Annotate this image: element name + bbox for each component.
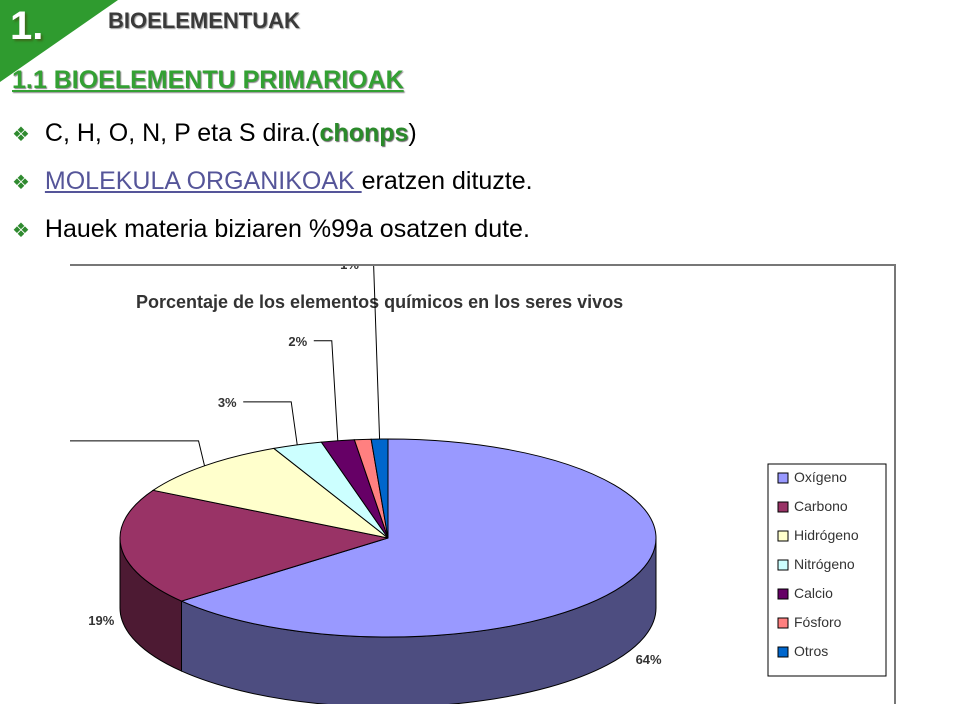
bullet-text: C, H, O, N, P eta S dira.( xyxy=(44,119,320,147)
legend-label: Oxígeno xyxy=(794,469,847,485)
label-leader-line xyxy=(243,401,298,445)
section-subtitle: 1.1 BIOELEMENTU PRIMARIOAK xyxy=(12,66,404,94)
legend-swatch xyxy=(777,559,789,571)
legend-label: Calcio xyxy=(794,585,833,601)
slide-corner-triangle xyxy=(0,0,118,82)
pie-chart: Porcentaje de los elementos químicos en … xyxy=(70,264,896,704)
data-label: 3% xyxy=(218,395,237,410)
data-label: 2% xyxy=(288,334,307,349)
bullet-text-end: ) xyxy=(408,119,417,147)
pie-slice-hidrógeno xyxy=(151,447,389,539)
legend-swatch xyxy=(777,472,789,484)
pie-labels: 64%19%10%3%2%1% xyxy=(70,266,662,667)
chart-title: Porcentaje de los elementos químicos en … xyxy=(136,292,623,312)
highlight-word: chonps xyxy=(319,119,409,147)
slide-topic: BIOELEMENTUAK xyxy=(108,8,300,33)
organic-molecules-link[interactable]: MOLEKULA ORGANIKOAK xyxy=(44,167,362,195)
legend-swatch xyxy=(777,646,789,658)
diamond-bullet-icon: ❖ xyxy=(12,220,30,242)
chart-legend: Oxígeno Carbono Hidrógeno Nitrógeno Calcio Fó… xyxy=(767,463,887,677)
bullet-text: Hauek materia biziaren %99a osatzen dute… xyxy=(44,215,530,243)
legend-label: Fósforo xyxy=(794,614,842,630)
bullet-text: eratzen dituzte. xyxy=(361,167,533,195)
pie-slices xyxy=(119,438,657,638)
data-label: 64% xyxy=(636,652,662,667)
diamond-bullet-icon: ❖ xyxy=(12,124,30,146)
legend-swatch xyxy=(777,617,789,629)
data-label: 1% xyxy=(340,266,359,272)
legend-label: Carbono xyxy=(794,498,848,514)
chart-canvas: Porcentaje de los elementos químicos en … xyxy=(70,266,887,704)
bullet-item: ❖ Hauek materia biziaren %99a osatzen du… xyxy=(12,206,533,254)
legend-swatch xyxy=(777,588,789,600)
pie-slice-oxígeno xyxy=(180,438,657,638)
legend-label: Otros xyxy=(794,643,828,659)
bullet-list: ❖ C, H, O, N, P eta S dira.(chonps) ❖ MO… xyxy=(12,110,533,254)
data-label: 19% xyxy=(88,613,114,628)
pie-slice-carbono xyxy=(119,489,389,602)
label-leader-line xyxy=(373,266,381,440)
legend-swatch xyxy=(777,530,789,542)
label-leader-line xyxy=(313,340,339,441)
bullet-item: ❖ MOLEKULA ORGANIKOAK eratzen dituzte. xyxy=(12,158,533,206)
slide-number: 1. xyxy=(10,4,44,48)
legend-label: Nitrógeno xyxy=(794,556,855,572)
diamond-bullet-icon: ❖ xyxy=(12,172,30,194)
legend-swatch xyxy=(777,501,789,513)
bullet-item: ❖ C, H, O, N, P eta S dira.(chonps) xyxy=(12,110,533,158)
legend-label: Hidrógeno xyxy=(794,527,859,543)
label-leader-line xyxy=(70,440,206,466)
